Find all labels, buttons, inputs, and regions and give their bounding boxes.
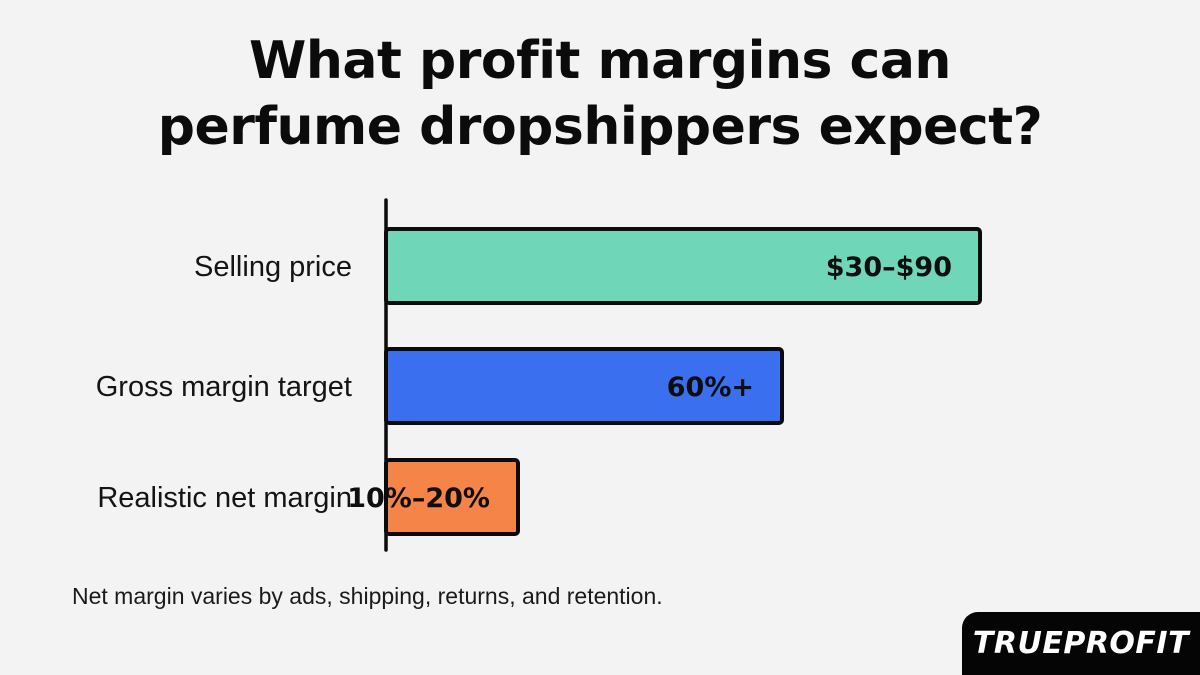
logo-text: TRUEPROFIT [972, 626, 1190, 661]
data-label-gross-margin-target: 60%+ [667, 372, 754, 403]
chart-footnote: Net margin varies by ads, shipping, retu… [72, 583, 663, 609]
chart-title-line-1: What profit margins can [249, 31, 951, 91]
category-label-realistic-net-margin: Realistic net margin [97, 482, 352, 514]
trueprofit-logo: TRUEPROFIT [962, 612, 1200, 675]
category-label-selling-price: Selling price [194, 251, 352, 283]
data-label-selling-price: $30–$90 [826, 252, 952, 283]
data-label-realistic-net-margin: 10%–20% [347, 483, 490, 514]
category-label-gross-margin-target: Gross margin target [96, 371, 352, 403]
chart-title-line-2: perfume dropshippers expect? [157, 97, 1043, 157]
chart-title: What profit margins can perfume dropship… [0, 28, 1200, 160]
